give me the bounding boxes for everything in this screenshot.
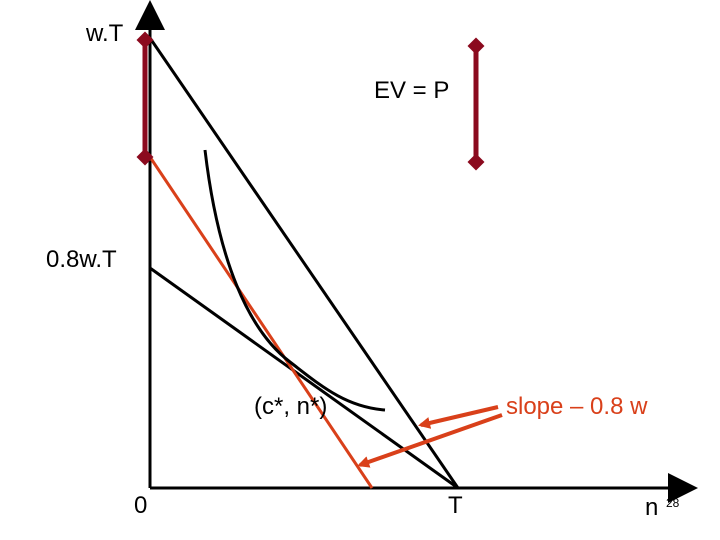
ev-bar-axis-bottom-marker — [136, 148, 154, 166]
origin-label: 0 — [134, 492, 148, 519]
budget-line-0.8wT — [149, 266, 459, 490]
y-label-wT: w.T — [86, 20, 124, 47]
slope-arrow-upper — [418, 405, 499, 429]
ev-equals-p-label: EV = P — [374, 77, 450, 104]
y-label-0.8wT: 0.8w.T — [46, 246, 117, 273]
tangency-label: (c*, n*) — [254, 393, 328, 420]
ev-bar-legend-bottom-marker — [467, 153, 485, 171]
page-number: 28 — [666, 496, 680, 510]
slope-label: slope – 0.8 w — [506, 393, 648, 420]
budget-line-wT — [148, 37, 460, 489]
x-axis-label: n — [645, 494, 659, 521]
indifference-curve — [203, 149, 386, 412]
ev-bar-legend-top-marker — [467, 37, 485, 55]
slope-arrow-lower — [357, 413, 503, 468]
x-label-T: T — [448, 492, 463, 519]
compensated-budget-line — [148, 156, 374, 489]
